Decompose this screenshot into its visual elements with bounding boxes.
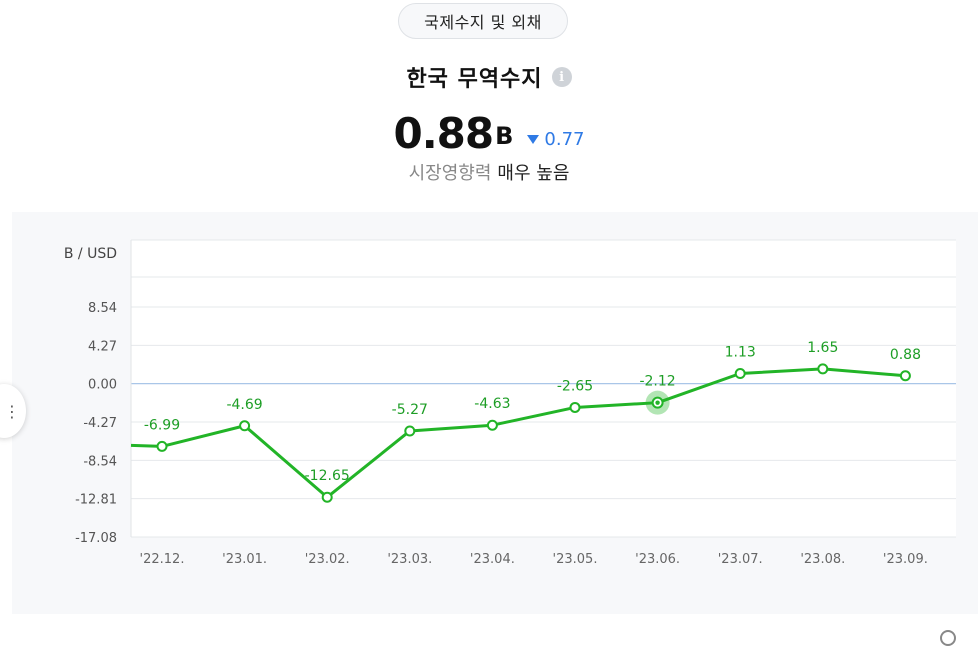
data-label: -6.99: [144, 417, 180, 433]
data-label: -2.12: [639, 374, 675, 390]
triangle-down-icon: [527, 135, 540, 144]
ellipsis-icon: ⋮: [4, 401, 20, 421]
data-point: [899, 370, 911, 382]
data-points: [156, 363, 911, 503]
data-point: [486, 419, 498, 431]
data-point: [569, 401, 581, 413]
x-tick-label: '23.06.: [635, 552, 680, 567]
data-label: 1.13: [725, 345, 756, 361]
x-axis-ticks: '22.12. '23.01. '23.02. '23.03. '23.04. '23.0…: [140, 552, 928, 567]
data-label: -2.65: [557, 378, 593, 394]
category-chip-label: 국제수지 및 외채: [424, 13, 542, 32]
data-point: [734, 368, 746, 380]
data-labels: -6.99 -4.69 -12.65 -5.27 -4.63 -2.65 -2.12 1.13…: [144, 340, 921, 484]
data-point-center: [655, 400, 660, 405]
y-tick-label: -4.27: [83, 416, 117, 431]
y-tick-label: 4.27: [88, 339, 117, 354]
y-tick-label: -8.54: [83, 454, 117, 469]
x-tick-label: '23.02.: [305, 552, 350, 567]
market-impact-label: 시장영향력: [408, 163, 492, 184]
y-tick-label: 8.54: [88, 301, 117, 316]
data-point: [156, 440, 168, 452]
x-tick-label: '22.12.: [140, 552, 185, 567]
indicator-title-row: 한국 무역수지 i: [0, 60, 978, 94]
change-value: 0.77: [544, 129, 585, 150]
category-chip[interactable]: 국제수지 및 외채: [398, 3, 568, 39]
y-axis-ticks: 8.54 4.27 0.00 -4.27 -8.54 -12.81 -17.08: [75, 301, 117, 546]
plot-area: [131, 240, 956, 537]
data-point: [817, 363, 829, 375]
info-icon[interactable]: i: [551, 67, 572, 87]
data-point: [404, 425, 416, 437]
data-label: 0.88: [890, 347, 921, 363]
x-tick-label: '23.08.: [800, 552, 845, 567]
current-value-row: 0.88 B 0.77: [0, 106, 978, 158]
current-value: 0.88: [393, 109, 494, 158]
x-tick-label: '23.03.: [387, 552, 432, 567]
y-tick-label: -17.08: [75, 531, 117, 546]
data-point: [239, 420, 251, 432]
x-tick-label: '23.09.: [883, 552, 928, 567]
x-tick-label: '23.05.: [553, 552, 598, 567]
data-label: 1.65: [807, 340, 838, 356]
data-label: -4.63: [474, 396, 510, 412]
data-point: [321, 491, 333, 503]
data-label: -5.27: [392, 402, 428, 418]
page-title: 한국 무역수지: [406, 67, 543, 92]
market-impact-row: 시장영향력 매우 높음: [0, 159, 978, 185]
data-label: -4.69: [226, 397, 262, 413]
current-value-unit: B: [495, 122, 514, 150]
x-tick-label: '23.07.: [718, 552, 763, 567]
y-tick-label: 0.00: [88, 378, 117, 393]
x-tick-label: '23.04.: [470, 552, 515, 567]
x-tick-label: '23.01.: [222, 552, 267, 567]
partial-circle-icon: [940, 630, 956, 646]
market-impact-value: 매우 높음: [497, 163, 570, 184]
change-indicator: 0.77: [527, 129, 585, 150]
y-tick-label: -12.81: [75, 493, 117, 508]
y-axis-label: B / USD: [64, 246, 117, 262]
data-label: -12.65: [305, 468, 350, 484]
grid-lines: [130, 239, 956, 538]
